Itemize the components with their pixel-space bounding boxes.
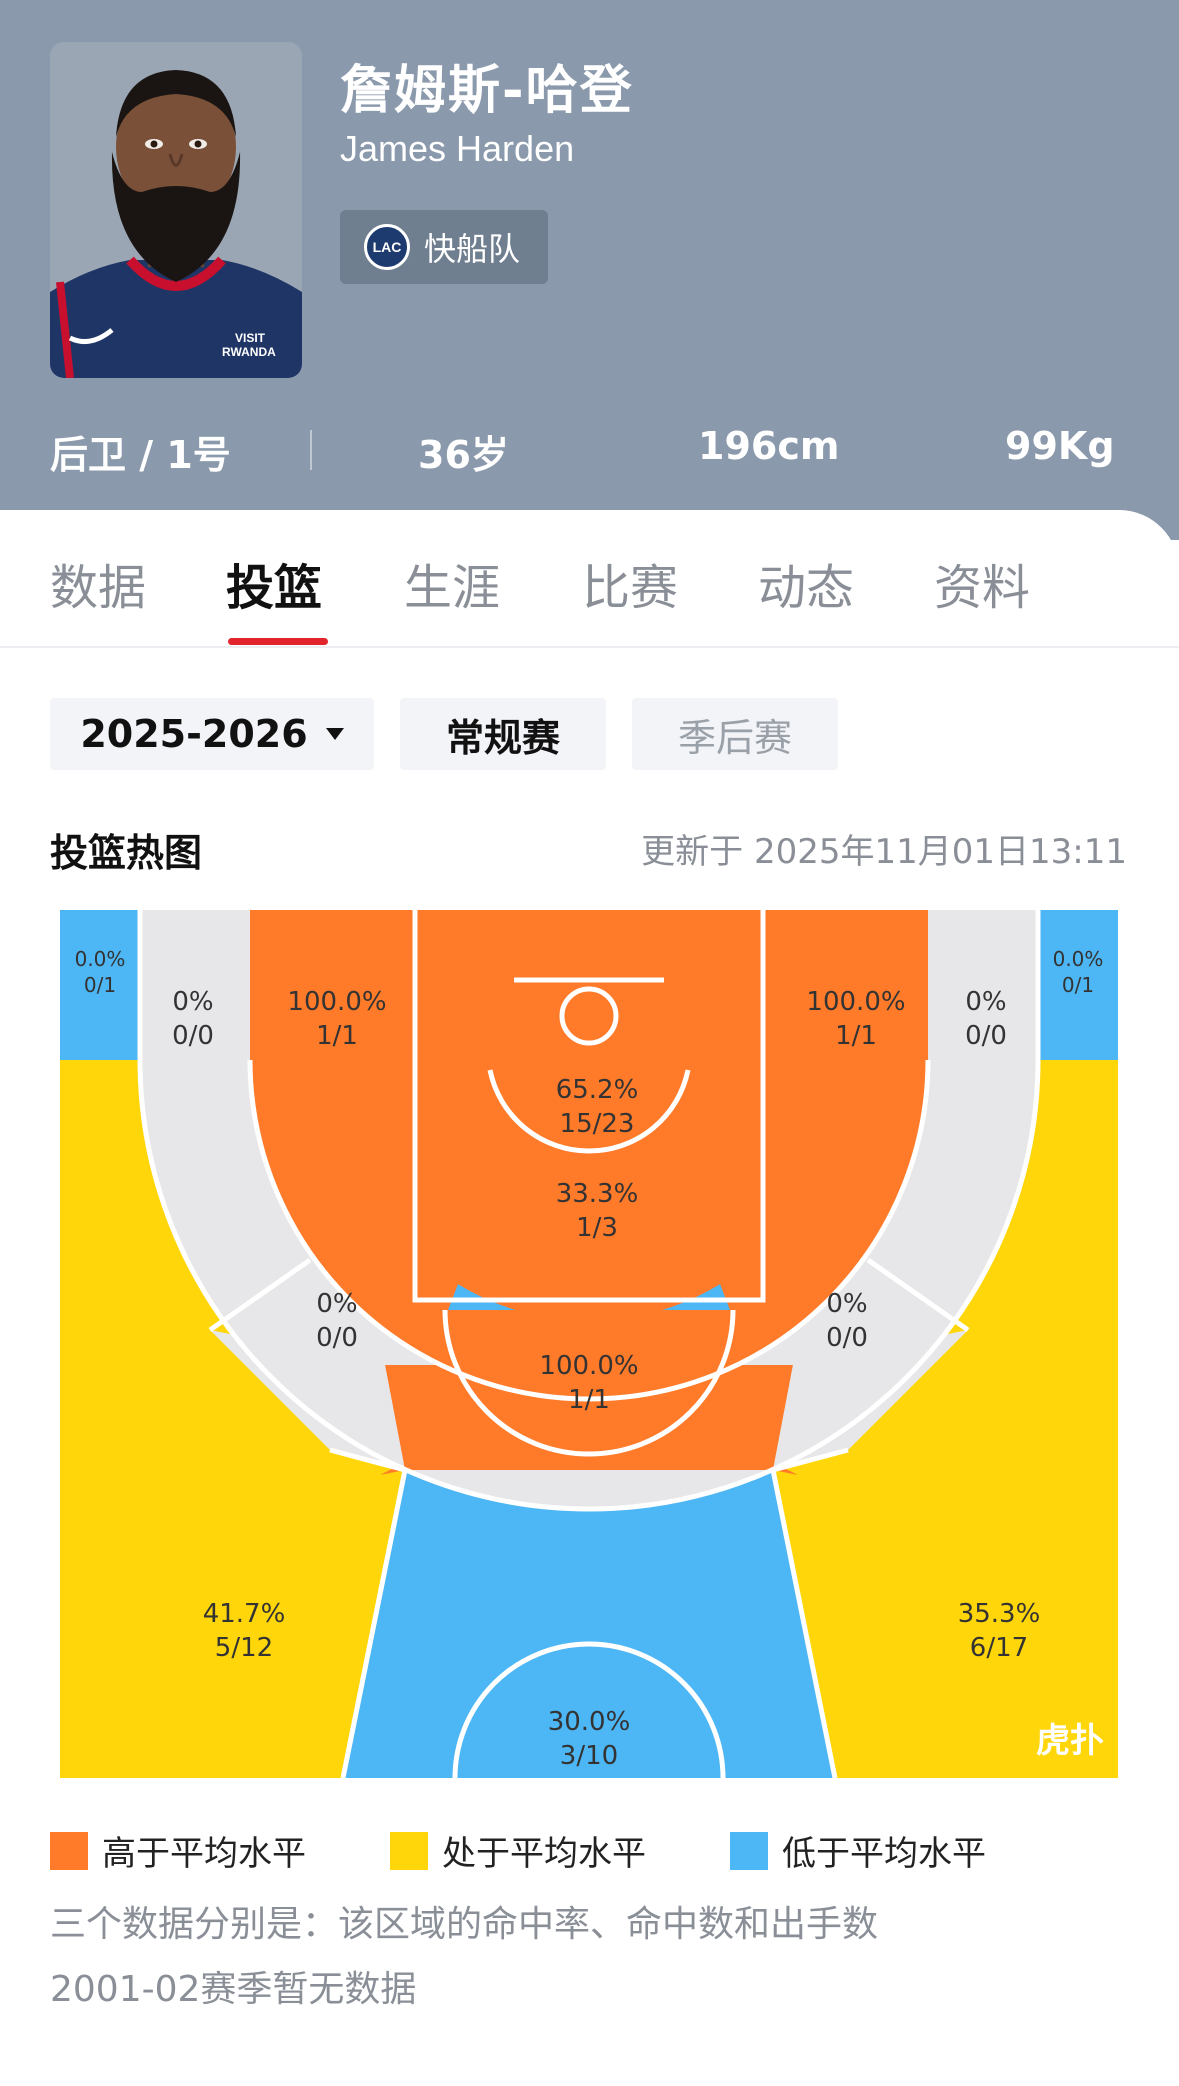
restricted-pct: 65.2% xyxy=(556,1075,639,1105)
no-data-note: 2001-02赛季暂无数据 xyxy=(50,1969,417,2010)
zone-right-corner3 xyxy=(1038,910,1118,1060)
team-badge[interactable]: LAC 快船队 xyxy=(340,210,549,284)
left-elbow-made: 0/0 xyxy=(316,1323,358,1353)
right-wing-mid-made: 0/0 xyxy=(965,1021,1007,1051)
zone-restricted xyxy=(338,910,840,1321)
top-key-mid-made: 1/1 xyxy=(568,1385,610,1415)
restricted-made: 15/23 xyxy=(560,1109,635,1139)
regular-season-button[interactable]: 常规赛 xyxy=(400,698,606,770)
season-value: 2025-2026 xyxy=(80,712,308,756)
svg-text:VISIT: VISIT xyxy=(235,331,266,345)
top-key-mid-pct: 100.0% xyxy=(539,1351,638,1381)
tab-games[interactable]: 比赛 xyxy=(582,560,679,616)
left-corner3-made: 0/1 xyxy=(84,973,116,997)
legend-swatch-below xyxy=(730,1831,768,1870)
paint-pct: 33.3% xyxy=(556,1179,639,1209)
updated-time: 更新于 2025年11月01日13:11 xyxy=(641,832,1127,872)
player-name-en: James Harden xyxy=(340,128,575,169)
legend-above: 高于平均水平 xyxy=(50,1826,306,1875)
chevron-down-icon xyxy=(325,728,344,740)
player-name-cn: 詹姆斯-哈登 xyxy=(340,61,634,121)
legend-label-above: 高于平均水平 xyxy=(102,1834,306,1874)
section-title: 投篮热图 xyxy=(50,831,203,875)
legend-swatch-above xyxy=(50,1831,88,1870)
legend-swatch-average xyxy=(390,1831,428,1870)
left-wing-mid-made: 0/0 xyxy=(172,1021,214,1051)
zone-top-key-mid xyxy=(385,1365,793,1470)
top3-pct: 30.0% xyxy=(548,1707,631,1737)
right-wing-mid-pct: 0% xyxy=(965,987,1006,1017)
tab-data[interactable]: 数据 xyxy=(50,560,147,616)
tab-career[interactable]: 生涯 xyxy=(404,560,501,616)
player-height: 196cm xyxy=(698,424,840,468)
player-weight: 99Kg xyxy=(1005,424,1115,468)
paint-made: 1/3 xyxy=(576,1213,618,1243)
tab-divider xyxy=(0,646,1179,648)
player-header: VISIT RWANDA 詹姆斯-哈登 James Harden LAC 快船队… xyxy=(0,0,1179,540)
tab-active-indicator xyxy=(228,638,328,645)
left-elbow-pct: 0% xyxy=(316,1289,357,1319)
team-name: 快船队 xyxy=(424,230,521,268)
right-wing3-pct: 35.3% xyxy=(958,1599,1041,1629)
left-corner3-pct: 0.0% xyxy=(75,947,126,971)
tab-news[interactable]: 动态 xyxy=(758,560,855,616)
right-elbow-pct: 0% xyxy=(826,1289,867,1319)
legend-average: 处于平均水平 xyxy=(390,1826,646,1875)
player-photo: VISIT RWANDA xyxy=(50,42,302,378)
right-baseline-mid-pct: 100.0% xyxy=(806,987,905,1017)
right-wing3-made: 6/17 xyxy=(970,1633,1028,1663)
season-selector[interactable]: 2025-2026 xyxy=(50,698,374,770)
legend-label-average: 处于平均水平 xyxy=(442,1834,646,1874)
legend: 高于平均水平 处于平均水平 低于平均水平 xyxy=(50,1826,1150,1874)
explain-note: 三个数据分别是：该区域的命中率、命中数和出手数 xyxy=(50,1904,879,1945)
tab-profile[interactable]: 资料 xyxy=(934,560,1031,616)
left-wing-mid-pct: 0% xyxy=(172,987,213,1017)
zone-top3 xyxy=(343,1470,835,1778)
legend-below: 低于平均水平 xyxy=(730,1826,986,1875)
player-position: 后卫 / 1号 xyxy=(50,433,231,477)
left-baseline-mid-pct: 100.0% xyxy=(287,987,386,1017)
content-panel: 数据 投篮 生涯 比赛 动态 资料 2025-2026 常规赛 季后赛 投篮热图… xyxy=(0,510,1179,2086)
playoff-button[interactable]: 季后赛 xyxy=(632,698,838,770)
shot-heatmap: 0.0% 0/1 0.0% 0/1 0% 0/0 100.0% 1/1 65.2… xyxy=(60,910,1118,1778)
tab-bar: 数据 投篮 生涯 比赛 动态 资料 xyxy=(0,548,1179,648)
left-baseline-mid-made: 1/1 xyxy=(316,1021,358,1051)
right-baseline-mid-made: 1/1 xyxy=(835,1021,877,1051)
svg-text:RWANDA: RWANDA xyxy=(222,345,276,359)
tab-shooting[interactable]: 投篮 xyxy=(226,560,323,616)
right-corner3-made: 0/1 xyxy=(1062,973,1094,997)
legend-label-below: 低于平均水平 xyxy=(782,1834,986,1874)
info-divider xyxy=(310,430,312,470)
right-corner3-pct: 0.0% xyxy=(1053,947,1104,971)
zone-left-corner3 xyxy=(60,910,140,1060)
left-wing3-made: 5/12 xyxy=(215,1633,273,1663)
top3-made: 3/10 xyxy=(560,1741,618,1771)
team-logo-icon: LAC xyxy=(364,224,410,270)
player-info-row: 后卫 / 1号 36岁 196cm 99Kg xyxy=(0,420,1179,480)
watermark-logo: 虎扑 xyxy=(1036,1721,1104,1761)
right-elbow-made: 0/0 xyxy=(826,1323,868,1353)
player-age: 36岁 xyxy=(418,433,509,477)
left-wing3-pct: 41.7% xyxy=(203,1599,286,1629)
